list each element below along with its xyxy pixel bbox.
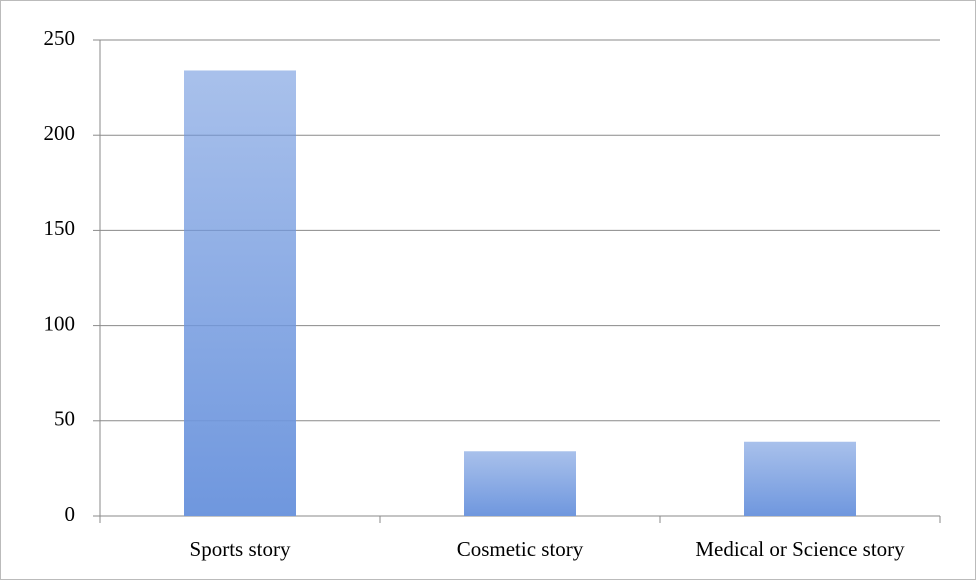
x-tick-label: Medical or Science story: [695, 537, 905, 561]
y-tick-label: 0: [65, 502, 76, 526]
y-tick-label: 50: [54, 407, 75, 431]
y-tick-label: 150: [44, 216, 76, 240]
bar: [744, 441, 856, 516]
y-tick-label: 250: [44, 26, 76, 50]
bar: [184, 70, 296, 517]
x-tick-label: Sports story: [190, 537, 291, 561]
y-tick-label: 200: [44, 121, 76, 145]
y-tick-label: 100: [44, 311, 76, 335]
bar: [464, 451, 576, 516]
x-tick-label: Cosmetic story: [457, 537, 584, 561]
